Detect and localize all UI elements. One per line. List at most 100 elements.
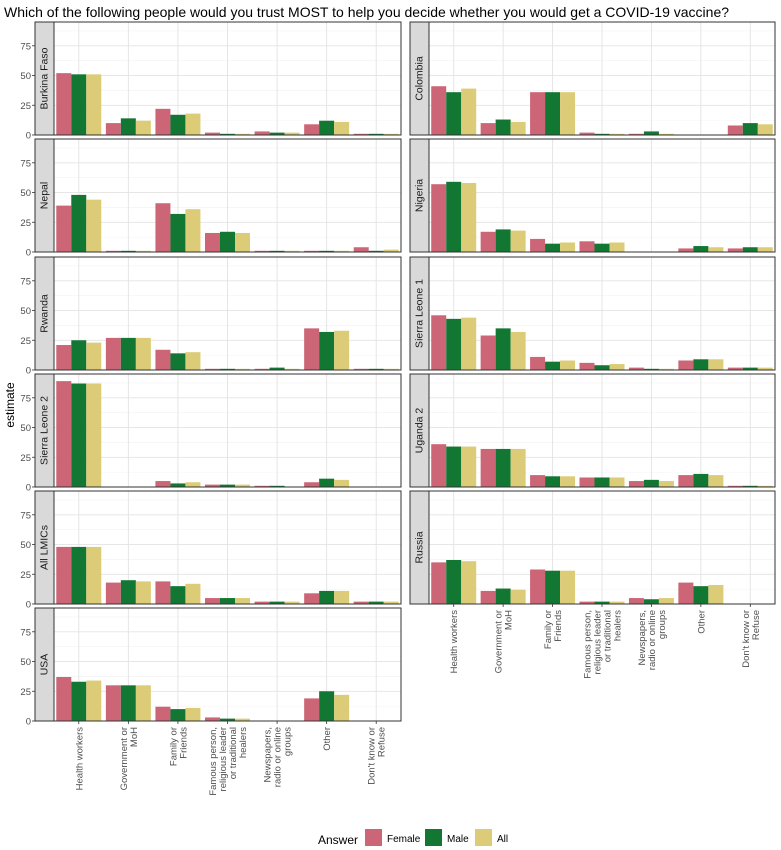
bar-male <box>220 598 235 604</box>
bar-male <box>170 709 186 721</box>
bar-male <box>120 118 136 135</box>
x-tick-label: Friends <box>178 727 189 759</box>
bar-female <box>254 131 270 135</box>
bar-male <box>120 250 136 252</box>
bar-male <box>71 74 87 135</box>
bar-male <box>269 367 285 370</box>
bar-female <box>727 367 743 370</box>
bar-all <box>185 209 201 252</box>
y-tick-label: 50 <box>20 423 31 434</box>
y-tick-label: 25 <box>20 336 31 347</box>
bar-all <box>284 368 300 370</box>
bar-all <box>461 183 477 252</box>
bar-all <box>560 570 576 604</box>
bar-male <box>368 601 384 604</box>
bar-female <box>254 485 270 487</box>
bar-female <box>353 133 369 135</box>
bar-female <box>579 362 595 370</box>
y-tick-label: 0 <box>26 717 31 728</box>
facet-label: Rwanda <box>39 294 51 333</box>
bar-male <box>594 133 610 135</box>
bar-all <box>510 121 526 135</box>
bar-all <box>658 481 674 487</box>
bar-male <box>170 483 186 487</box>
facet-panel: Sierra Leone 1 <box>409 256 776 371</box>
bar-female <box>727 125 743 135</box>
y-tick-label: 50 <box>20 188 31 199</box>
bar-male <box>446 181 462 252</box>
x-tick-label: Don't know or <box>741 610 752 668</box>
bar-female <box>56 345 72 370</box>
x-tick-label: Famous person, <box>583 610 594 679</box>
bar-male <box>742 123 758 135</box>
bar-female <box>155 481 171 487</box>
bar-female <box>480 448 496 487</box>
x-tick-label: MoH <box>504 610 515 630</box>
chart-title: Which of the following people would you … <box>4 4 729 20</box>
bar-female <box>155 349 171 370</box>
bar-male <box>693 473 709 487</box>
bar-all <box>185 113 201 135</box>
bar-all <box>235 598 250 604</box>
bar-female <box>530 238 546 252</box>
bar-female <box>431 444 447 487</box>
bar-all <box>185 482 201 487</box>
y-axis-title: estimate <box>3 382 17 428</box>
bar-female <box>205 132 220 135</box>
bar-male <box>495 119 511 135</box>
x-tick-label: or traditional <box>228 727 239 779</box>
bar-female <box>155 203 171 252</box>
bar-male <box>71 383 87 487</box>
bar-all <box>461 446 477 487</box>
bar-female <box>628 367 644 370</box>
bar-all <box>135 250 151 252</box>
y-tick-label: 75 <box>20 393 31 404</box>
bar-female <box>353 368 369 370</box>
bar-male <box>742 367 758 370</box>
bar-all <box>383 368 399 370</box>
bar-all <box>235 484 250 487</box>
bar-all <box>708 584 724 604</box>
bar-all <box>383 249 399 252</box>
y-tick-label: 25 <box>20 687 31 698</box>
bar-all <box>235 368 250 370</box>
bar-female <box>628 598 644 604</box>
bar-male <box>594 601 610 604</box>
bar-female <box>431 184 447 252</box>
bar-male <box>742 485 758 487</box>
bar-female <box>579 132 595 135</box>
bar-all <box>708 359 724 370</box>
legend-swatch-all <box>475 829 492 846</box>
bar-all <box>510 448 526 487</box>
bar-female <box>56 676 72 721</box>
bar-male <box>594 365 610 370</box>
y-tick-label: 0 <box>26 366 31 377</box>
bar-female <box>304 250 320 252</box>
bar-all <box>609 242 625 252</box>
bar-all <box>86 342 102 370</box>
bar-male <box>368 133 384 135</box>
bar-female <box>105 685 121 721</box>
panel-border <box>53 21 402 136</box>
y-tick-label: 0 <box>26 248 31 259</box>
bar-all <box>86 199 102 252</box>
bar-all <box>334 479 350 487</box>
bar-female <box>304 482 320 487</box>
bar-female <box>579 601 595 604</box>
x-tick-label: Newspapers, <box>263 727 274 782</box>
bar-male <box>545 92 561 135</box>
bar-male <box>170 586 186 604</box>
legend-label: All <box>497 834 508 845</box>
bar-all <box>609 364 625 370</box>
bar-male <box>319 590 335 604</box>
facet-panel: Sierra Leone 2 0 25 50 75 <box>20 373 402 494</box>
legend-label: Female <box>387 834 421 845</box>
x-tick-label: Friends <box>553 610 564 642</box>
bar-all <box>560 476 576 487</box>
facet-panel: USA 0 25 50 75 Health workers Government or MoH… <box>20 607 402 796</box>
bar-female <box>678 248 694 252</box>
bar-male <box>693 359 709 370</box>
bar-female <box>431 86 447 135</box>
y-tick-label: 25 <box>20 453 31 464</box>
facet-panel: Colombia <box>409 21 776 136</box>
